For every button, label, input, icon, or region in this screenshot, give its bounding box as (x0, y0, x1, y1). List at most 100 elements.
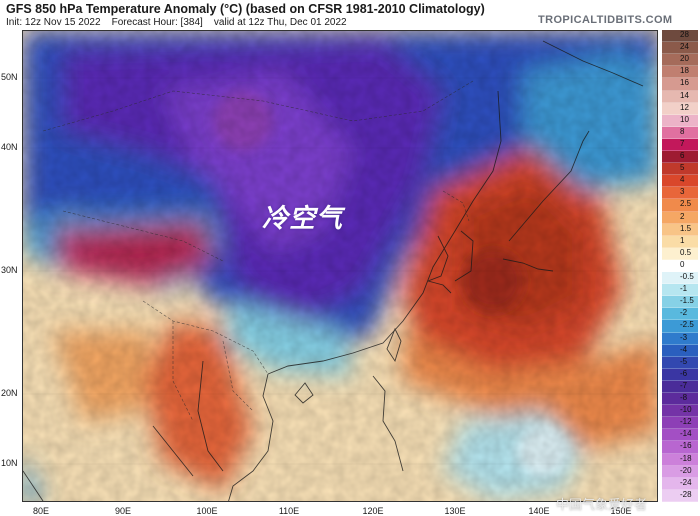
colorbar-label: 5 (680, 163, 685, 173)
anomaly-map (22, 30, 658, 502)
colorbar-swatch (662, 489, 698, 502)
colorbar-swatch (662, 380, 698, 394)
colorbar-swatch (662, 54, 698, 67)
forecast-hour: Forecast Hour: [384] (111, 17, 203, 28)
watermark: 中国气象爱好者 (556, 498, 648, 513)
colorbar-label: 12 (680, 102, 689, 112)
colorbar-label: 8 (680, 126, 685, 136)
colorbar-label: -1.5 (680, 296, 694, 306)
colorbar-label: -3 (680, 332, 688, 342)
colorbar-swatch (662, 114, 698, 127)
colorbar-swatch (662, 42, 698, 55)
colorbar-label: -16 (680, 441, 692, 451)
lon-label: 80E (32, 506, 49, 516)
lat-label: 50N (1, 72, 18, 82)
colorbar-label: -28 (680, 489, 692, 499)
colorbar-swatch (662, 308, 698, 321)
colorbar-label: 28 (680, 30, 689, 39)
colorbar-label: 14 (680, 90, 689, 100)
colorbar-label: -0.5 (680, 272, 694, 282)
colorbar-label: -20 (680, 465, 692, 475)
colorbar-swatch (662, 477, 698, 490)
colorbar-swatch (662, 417, 698, 430)
valid-time: valid at 12z Thu, Dec 01 2022 (213, 17, 347, 28)
colorbar-label: 0 (680, 259, 685, 269)
lat-label: 30N (1, 265, 18, 275)
colorbar-label: 20 (680, 54, 689, 64)
colorbar-label: 16 (680, 78, 689, 88)
colorbar-swatch (662, 138, 698, 152)
lat-label: 20N (1, 388, 18, 398)
map-canvas (23, 31, 657, 501)
colorbar-label: 1 (680, 235, 685, 245)
colorbar-label: -8 (680, 393, 688, 403)
colorbar-swatch (662, 163, 698, 176)
colorbar-label: -2 (680, 308, 688, 318)
colorbar-swatch (662, 393, 698, 406)
colorbar-swatch (662, 356, 698, 369)
colorbar-label: 6 (680, 151, 685, 161)
colorbar-swatch (662, 247, 698, 260)
colorbar-swatch (662, 272, 698, 285)
colorbar-swatch (662, 102, 698, 115)
lon-label: 130E (444, 506, 466, 516)
colorbar-swatch (662, 126, 698, 139)
colorbar-label: 0.5 (680, 247, 692, 257)
init-time: Init: 12z Nov 15 2022 (6, 17, 101, 28)
colorbar-swatch (662, 211, 698, 224)
colorbar-swatch (662, 332, 698, 345)
colorbar-label: 1.5 (680, 223, 692, 233)
colorbar-swatch (662, 223, 698, 236)
colorbar-label: -7 (680, 380, 688, 390)
borders (42, 80, 474, 422)
colorbar-label: -14 (680, 429, 692, 439)
colorbar-legend: 28 24 20 18 16 14 12 10 8 7 6 5 4 3 2.5 2 1.5 1 0.5 0 -0.5 -1… (662, 30, 698, 502)
colorbar-label: -10 (680, 405, 692, 415)
lon-label: 150E (610, 506, 632, 516)
colorbar-swatch (662, 465, 698, 478)
colorbar-label: -18 (680, 453, 692, 463)
colorbar-swatch (662, 235, 698, 248)
colorbar-swatch (662, 405, 698, 418)
colorbar-swatch (662, 441, 698, 454)
colorbar-label: 3 (680, 187, 685, 197)
colorbar-label: -2.5 (680, 320, 694, 330)
cold-air-label: 冷空气 (262, 204, 344, 234)
colorbar-label: -4 (680, 344, 688, 354)
lat-label: 40N (1, 142, 18, 152)
lon-label: 90E (114, 506, 131, 516)
colorbar-label: 2.5 (680, 199, 692, 209)
colorbar-swatch (662, 78, 698, 91)
colorbar-label: 7 (680, 138, 685, 148)
colorbar-swatch (662, 259, 698, 273)
brand-logo[interactable]: TROPICALTIDBITS.COM (538, 14, 673, 26)
colorbar-label: 4 (680, 175, 685, 185)
colorbar-label: 24 (680, 42, 689, 52)
colorbar-swatch (662, 368, 698, 381)
lon-label: 100E (196, 506, 218, 516)
colorbar-label: -12 (680, 417, 692, 427)
colorbar-swatch (662, 199, 698, 212)
colorbar-label: 18 (680, 66, 689, 76)
colorbar-swatch (662, 175, 698, 188)
colorbar-label: -1 (680, 284, 688, 294)
colorbar-label: 2 (680, 211, 685, 221)
colorbar-swatch (662, 344, 698, 357)
colorbar-swatch (662, 453, 698, 466)
graticule (23, 77, 657, 465)
colorbar-swatch (662, 66, 698, 79)
lat-label: 10N (1, 458, 18, 468)
colorbar-swatch (662, 320, 698, 333)
chart-title: GFS 850 hPa Temperature Anomaly (°C) (ba… (6, 2, 485, 16)
colorbar-swatch (662, 284, 698, 297)
lon-label: 110E (278, 506, 300, 516)
lon-label: 120E (362, 506, 384, 516)
colorbar-label: -24 (680, 477, 692, 487)
colorbar-swatch (662, 429, 698, 442)
colorbar-swatch (662, 151, 698, 164)
coastlines (23, 40, 644, 501)
anomaly-fill (23, 31, 657, 501)
colorbar-swatch (662, 90, 698, 103)
colorbar-swatch (662, 30, 698, 43)
colorbar-swatch (662, 187, 698, 200)
